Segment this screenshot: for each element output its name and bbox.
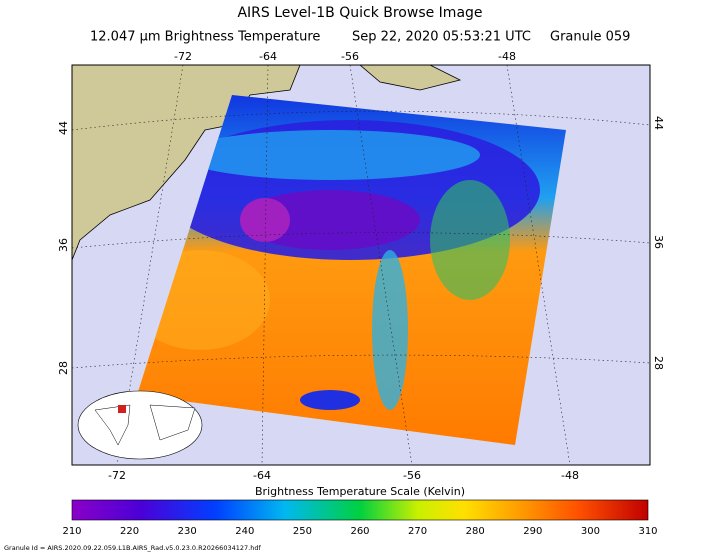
lat-label: 44 (652, 116, 665, 130)
map-frame (71, 64, 651, 466)
colorbar-tick-label: 290 (523, 526, 542, 537)
colorbar-tick-label: 280 (466, 526, 485, 537)
colorbar (71, 499, 649, 521)
title: AIRS Level-1B Quick Browse Image (237, 5, 482, 21)
colorbar-tick-label: 300 (581, 526, 600, 537)
colorbar-tick-label: 240 (235, 526, 254, 537)
lat-label: 44 (57, 121, 70, 135)
map (72, 65, 650, 465)
inset-globe (77, 390, 203, 460)
lat-label: 28 (57, 361, 70, 375)
lat-label: 36 (57, 238, 70, 252)
subtitle-time: Sep 22, 2020 05:53:21 UTC (352, 30, 531, 45)
colorbar-tick-label: 270 (408, 526, 427, 537)
colorbar-tick-label: 210 (62, 526, 81, 537)
colorbar-tick-label: 220 (120, 526, 139, 537)
lon-label: -56 (403, 469, 421, 482)
colorbar-tick-label: 250 (293, 526, 312, 537)
subtitle-channel: 12.047 μm Brightness Temperature (90, 30, 320, 45)
lon-label: -56 (341, 50, 359, 63)
lon-label: -48 (561, 469, 579, 482)
footer: Granule Id = AIRS.2020.09.22.059.L1B.AIR… (4, 544, 261, 552)
colorbar-tick-label: 260 (350, 526, 369, 537)
lon-label: -72 (174, 50, 192, 63)
subtitle-granule: Granule 059 (550, 30, 630, 45)
lat-label: 36 (652, 235, 665, 249)
lon-label: -64 (253, 469, 271, 482)
lon-label: -48 (498, 50, 516, 63)
land (72, 65, 301, 261)
lon-label: -72 (108, 469, 126, 482)
land (359, 65, 462, 91)
colorbar-title: Brightness Temperature Scale (Kelvin) (255, 485, 465, 498)
colorbar-tick-label: 310 (638, 526, 657, 537)
lat-label: 28 (652, 356, 665, 370)
colorbar-tick-label: 230 (178, 526, 197, 537)
lon-label: -64 (259, 50, 277, 63)
